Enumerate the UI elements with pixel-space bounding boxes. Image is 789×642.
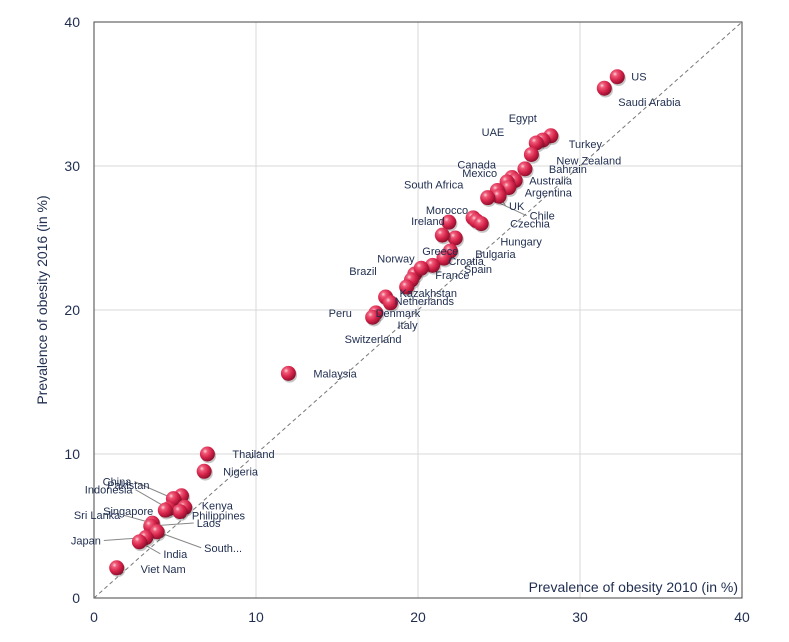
label-hungary: Hungary <box>500 237 542 249</box>
point-south <box>149 524 165 540</box>
y-tick-label: 0 <box>72 590 80 606</box>
label-kazakhstan: Kazakhstan <box>400 288 457 300</box>
y-tick-label: 10 <box>64 446 80 462</box>
point-malaysia <box>280 365 296 381</box>
y-axis-title: Prevalence of obesity 2016 (in %) <box>34 195 50 404</box>
label-us: US <box>631 72 646 84</box>
point-uae <box>528 135 544 151</box>
label-thailand: Thailand <box>232 449 274 461</box>
label-china: China <box>103 477 133 489</box>
label-netherlands: Netherlands <box>395 296 455 308</box>
label-italy: Italy <box>397 320 418 332</box>
x-axis-title: Prevalence of obesity 2010 (in %) <box>529 579 738 595</box>
label-czechia: Czechia <box>510 219 551 231</box>
label-south-africa: South Africa <box>404 179 464 191</box>
point-thailand <box>199 446 215 462</box>
x-tick-label: 10 <box>248 609 264 625</box>
label-new-zealand: New Zealand <box>556 155 621 167</box>
label-australia: Australia <box>529 175 573 187</box>
leader-south <box>157 531 202 549</box>
x-tick-label: 40 <box>734 609 750 625</box>
point-singapore <box>157 502 173 518</box>
label-france: France <box>435 270 469 282</box>
label-nigeria: Nigeria <box>223 466 259 478</box>
plot-frame <box>93 21 743 599</box>
label-uk: UK <box>509 201 525 213</box>
label-malaysia: Malaysia <box>313 368 357 380</box>
y-tick-label: 20 <box>64 302 80 318</box>
label-turkey: Turkey <box>569 139 603 151</box>
point-netherlands <box>399 279 415 295</box>
x-tick-label: 20 <box>410 609 426 625</box>
label-canada: Canada <box>457 160 496 172</box>
point-spain <box>436 250 452 266</box>
point-us <box>609 69 625 85</box>
label-peru: Peru <box>329 308 352 320</box>
point-bulgaria <box>447 230 463 246</box>
point-philippines <box>172 504 188 520</box>
label-bahrain: Bahrain <box>549 164 587 176</box>
x-tick-label: 0 <box>90 609 98 625</box>
label-ireland: Ireland <box>411 216 445 228</box>
point-chile <box>480 190 496 206</box>
label-indonesia: Indonesia <box>85 485 134 497</box>
label-chile: Chile <box>530 211 555 223</box>
label-norway: Norway <box>377 253 415 265</box>
point-france <box>413 260 429 276</box>
label-philippines: Philippines <box>192 511 246 523</box>
point-italy <box>382 295 398 311</box>
point-argentina <box>501 180 517 196</box>
label-kenya: Kenya <box>202 500 234 512</box>
point-switzerland <box>365 309 381 325</box>
label-greece: Greece <box>422 246 458 258</box>
label-sri-lanka: Sri Lanka <box>74 510 121 522</box>
x-tick-label: 30 <box>572 609 588 625</box>
y-tick-label: 40 <box>64 14 80 30</box>
label-morocco: Morocco <box>426 205 468 217</box>
label-egypt: Egypt <box>509 113 537 125</box>
label-bulgaria: Bulgaria <box>475 249 516 261</box>
label-pakistan: Pakistan <box>107 480 149 492</box>
point-india <box>131 534 147 550</box>
label-uae: UAE <box>482 127 505 139</box>
label-singapore: Singapore <box>103 506 153 518</box>
y-tick-label: 30 <box>64 158 80 174</box>
label-laos: Laos <box>197 518 221 530</box>
reference-line-y-equals-x <box>93 21 743 599</box>
point-saudi-arabia <box>596 80 612 96</box>
label-brazil: Brazil <box>349 266 377 278</box>
label-argentina: Argentina <box>525 188 573 200</box>
label-india: India <box>163 549 188 561</box>
label-viet-nam: Viet Nam <box>141 564 186 576</box>
label-croatia: Croatia <box>448 256 484 268</box>
point-ireland <box>441 214 457 230</box>
point-nigeria <box>196 463 212 479</box>
axes: 0 10 20 30 40 0 10 20 30 40 <box>64 14 750 625</box>
point-uk <box>491 188 507 204</box>
point-norway <box>425 257 441 273</box>
point-greece <box>434 227 450 243</box>
label-denmark: Denmark <box>376 308 421 320</box>
point-viet-nam <box>109 560 125 576</box>
label-switzerland: Switzerland <box>345 334 402 346</box>
label-japan: Japan <box>71 536 101 548</box>
point-bahrain <box>517 161 533 177</box>
point-czechia <box>473 216 489 232</box>
data-points <box>109 69 626 578</box>
label-spain: Spain <box>464 264 492 276</box>
label-saudi-arabia: Saudi Arabia <box>618 97 681 109</box>
label-mexico: Mexico <box>462 168 497 180</box>
label-south: South... <box>204 543 242 555</box>
point-new-zealand <box>523 146 539 162</box>
